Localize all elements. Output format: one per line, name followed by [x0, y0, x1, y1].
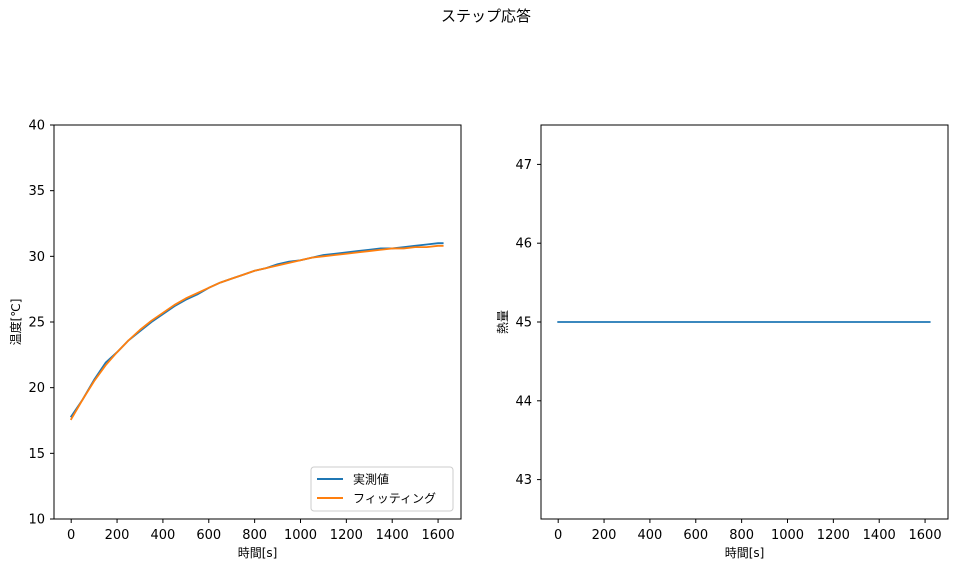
y-axis-label: 温度[℃] [8, 299, 23, 346]
x-tick-label: 200 [592, 528, 617, 543]
axes-frame [53, 124, 462, 520]
x-tick-label: 400 [638, 528, 663, 543]
y-tick-label: 15 [28, 447, 45, 462]
legend-label: フィッティング [353, 492, 436, 506]
x-tick-label: 400 [151, 528, 176, 543]
y-tick-label: 43 [515, 473, 532, 488]
legend-label: 実測値 [353, 472, 389, 487]
x-tick-label: 1600 [422, 528, 455, 543]
x-tick-label: 0 [67, 528, 75, 543]
x-tick-label: 800 [242, 528, 267, 543]
x-tick-label: 0 [554, 528, 562, 543]
heat-chart: 0 200 400 600 800 1000 1200 1400 1600 43 44 45 46 47 時… [496, 124, 949, 560]
x-tick-label: 200 [105, 528, 130, 543]
y-tick-label: 20 [28, 381, 45, 396]
x-tick-label: 600 [683, 528, 708, 543]
y-tick-label: 30 [28, 250, 45, 265]
x-tick-label: 1400 [376, 528, 409, 543]
temperature-chart: 0 200 400 600 800 1000 1200 1400 1600 10 15 20 25 30 3… [8, 119, 462, 560]
y-axis-label: 熱量 [496, 310, 510, 334]
x-tick-label: 1600 [909, 528, 942, 543]
y-tick-label: 44 [515, 394, 532, 409]
y-tick-label: 35 [28, 184, 45, 199]
series-line-2 [69, 244, 444, 421]
y-tick-label: 46 [515, 237, 532, 252]
x-tick-label: 600 [196, 528, 221, 543]
y-tick-label: 40 [28, 119, 45, 134]
y-tick-label: 10 [28, 513, 45, 528]
y-tick-label: 45 [515, 316, 532, 331]
x-tick-label: 800 [729, 528, 754, 543]
series-line-1 [69, 242, 444, 418]
y-tick-label: 25 [28, 316, 45, 331]
x-tick-label: 1200 [817, 528, 850, 543]
figure-suptitle: ステップ応答 [441, 7, 531, 25]
x-tick-label: 1200 [330, 528, 363, 543]
x-axis-label: 時間[s] [725, 546, 765, 560]
x-tick-label: 1000 [771, 528, 804, 543]
x-axis-label: 時間[s] [238, 546, 278, 560]
y-tick-label: 47 [515, 158, 532, 173]
x-tick-label: 1000 [284, 528, 317, 543]
x-tick-label: 1400 [863, 528, 896, 543]
